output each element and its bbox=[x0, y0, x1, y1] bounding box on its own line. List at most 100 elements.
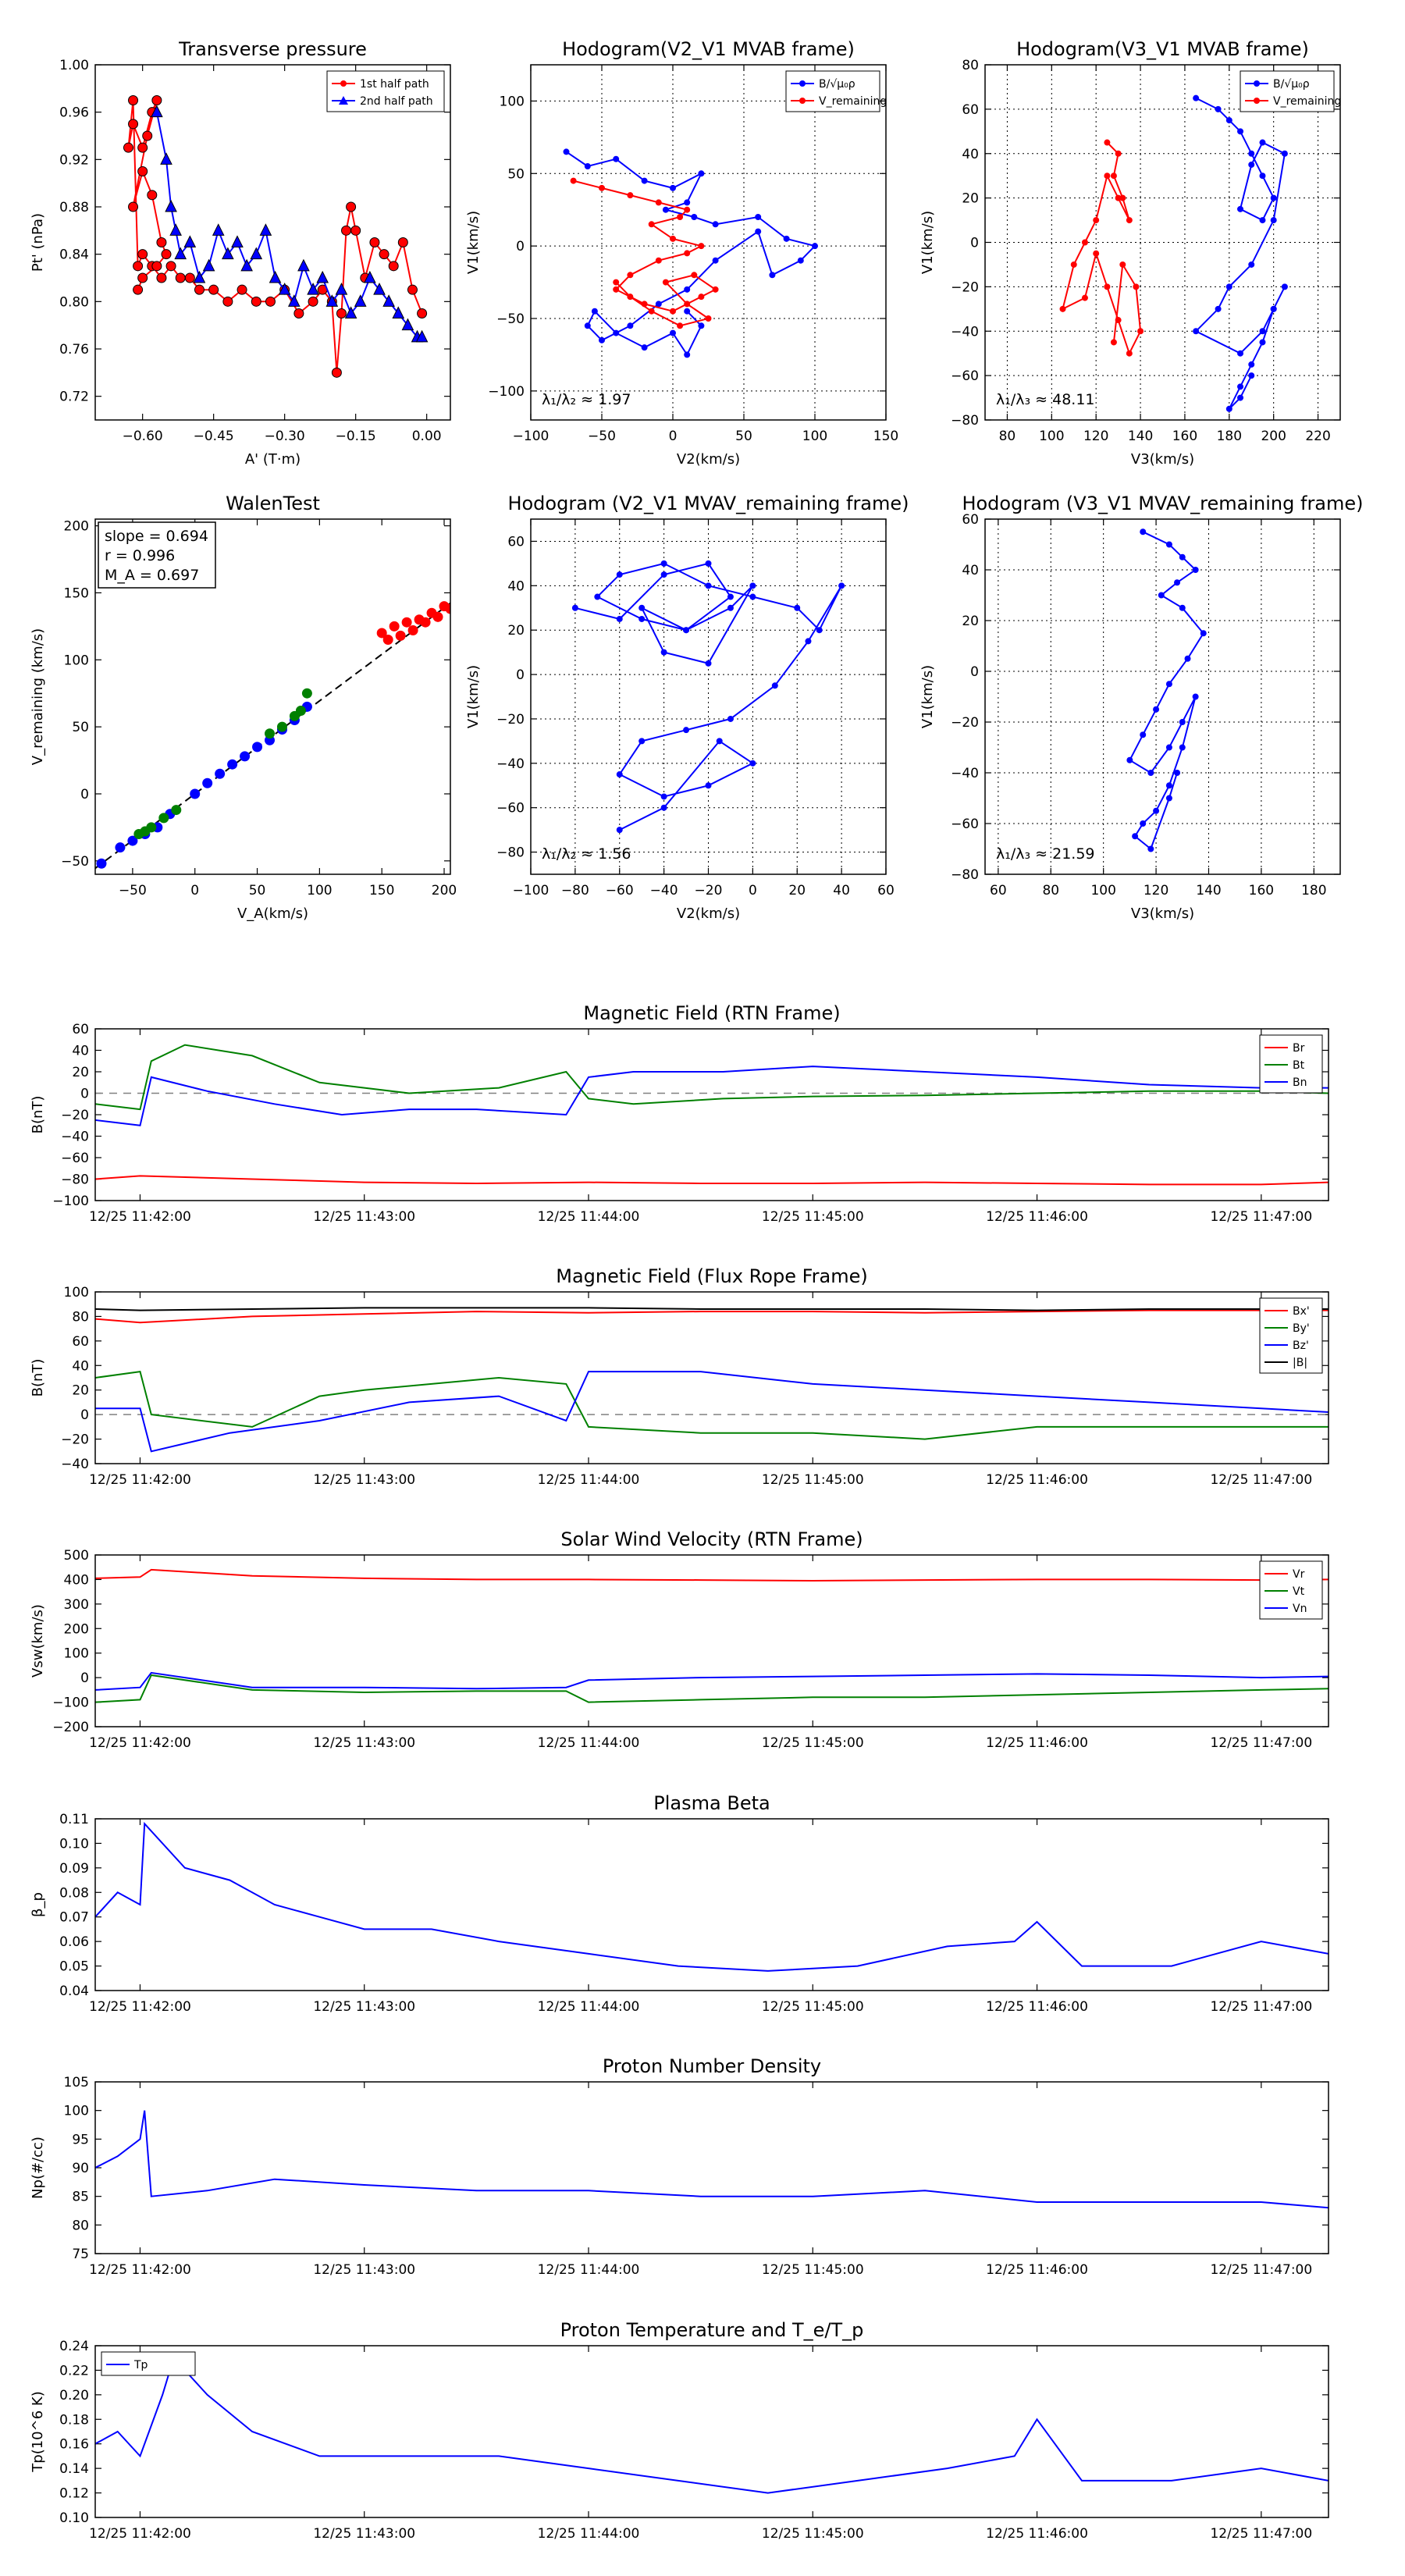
data-point bbox=[287, 294, 301, 307]
chart-title: Transverse pressure bbox=[178, 38, 367, 60]
y-tick-label: −50 bbox=[496, 311, 525, 327]
x-tick-label: −0.30 bbox=[265, 429, 305, 444]
data-point bbox=[755, 228, 762, 235]
series-line-Np bbox=[95, 2110, 1329, 2209]
data-point bbox=[613, 279, 620, 286]
legend-label: 2nd half path bbox=[360, 95, 433, 108]
data-point bbox=[293, 308, 304, 318]
x-tick-label: 12/25 11:46:00 bbox=[986, 1999, 1088, 2015]
stats-line: M_A = 0.697 bbox=[105, 567, 199, 584]
data-point bbox=[838, 582, 845, 589]
y-tick-label: 60 bbox=[962, 102, 979, 118]
legend-marker bbox=[1254, 98, 1260, 104]
series-group bbox=[571, 560, 845, 834]
legend-marker bbox=[799, 98, 806, 104]
data-point bbox=[1248, 261, 1255, 268]
data-point bbox=[156, 237, 167, 247]
data-point bbox=[184, 272, 195, 283]
plot-frame bbox=[530, 64, 887, 421]
x-tick-label: 12/25 11:46:00 bbox=[986, 1735, 1088, 1751]
data-point bbox=[202, 258, 215, 272]
data-point bbox=[1132, 833, 1139, 840]
data-point bbox=[407, 625, 418, 636]
x-tick-label: −0.60 bbox=[123, 429, 163, 444]
y-tick-label: −60 bbox=[951, 817, 979, 832]
plot-frame bbox=[94, 1028, 1329, 1201]
data-point bbox=[1137, 328, 1144, 335]
data-point bbox=[655, 257, 662, 264]
data-point bbox=[420, 617, 431, 628]
data-point bbox=[1165, 681, 1172, 688]
y-tick-label: 90 bbox=[72, 2161, 89, 2176]
data-point bbox=[1270, 305, 1277, 312]
data-point bbox=[1225, 283, 1232, 290]
y-tick-label: 60 bbox=[72, 1334, 89, 1350]
x-tick-label: 12/25 11:42:00 bbox=[89, 1472, 191, 1488]
panel-tp: Proton Temperature and T_e/T_p 12/25 11:4… bbox=[30, 2319, 1329, 2542]
data-point bbox=[397, 237, 408, 247]
y-tick-label: 0 bbox=[80, 787, 89, 802]
data-point bbox=[698, 170, 705, 177]
data-point bbox=[727, 604, 734, 611]
data-point bbox=[128, 95, 139, 105]
data-point bbox=[712, 257, 719, 264]
data-point bbox=[616, 615, 623, 622]
data-point bbox=[1081, 239, 1088, 246]
data-point bbox=[1193, 328, 1200, 335]
series-line-Vt bbox=[95, 1674, 1329, 1703]
data-point bbox=[613, 155, 620, 162]
data-point bbox=[269, 270, 282, 283]
data-point bbox=[297, 258, 310, 272]
x-tick-label: −20 bbox=[695, 883, 723, 898]
data-point bbox=[395, 630, 406, 641]
data-point bbox=[641, 301, 648, 308]
y-tick-label: 100 bbox=[64, 1646, 89, 1662]
y-tick-label: 60 bbox=[507, 534, 525, 550]
data-point bbox=[698, 322, 705, 329]
series-line-2nd half path bbox=[155, 112, 422, 338]
data-point bbox=[212, 223, 225, 236]
data-point bbox=[1237, 350, 1244, 357]
y-axis-label: Pt' (nPa) bbox=[30, 213, 46, 272]
series-group bbox=[563, 148, 818, 358]
y-tick-label: −20 bbox=[496, 712, 525, 728]
data-point bbox=[265, 728, 276, 739]
data-point bbox=[335, 283, 348, 295]
data-point bbox=[627, 272, 634, 279]
data-point bbox=[165, 199, 177, 212]
y-tick-label: 0.24 bbox=[59, 2339, 89, 2354]
data-point bbox=[755, 214, 762, 220]
x-tick-label: 12/25 11:44:00 bbox=[538, 2526, 640, 2542]
data-point bbox=[670, 308, 676, 315]
y-tick-label: 20 bbox=[72, 1383, 89, 1399]
data-point bbox=[231, 235, 244, 247]
data-point bbox=[1147, 845, 1154, 852]
x-tick-label: 12/25 11:47:00 bbox=[1210, 1999, 1312, 2015]
x-tick-label: 100 bbox=[307, 883, 332, 898]
legend-label: Vr bbox=[1293, 1568, 1305, 1581]
y-tick-label: 0.11 bbox=[59, 1812, 89, 1827]
data-point bbox=[1259, 173, 1266, 180]
data-point bbox=[1237, 383, 1244, 390]
y-tick-label: 100 bbox=[500, 94, 525, 109]
x-tick-label: 12/25 11:45:00 bbox=[762, 1209, 864, 1225]
data-point bbox=[401, 318, 414, 331]
data-point bbox=[161, 249, 172, 260]
y-tick-label: 75 bbox=[72, 2247, 89, 2262]
stats-box bbox=[98, 521, 216, 589]
data-point bbox=[1165, 744, 1172, 751]
x-tick-label: 12/25 11:42:00 bbox=[89, 2526, 191, 2542]
chart-title: Proton Number Density bbox=[603, 2055, 821, 2077]
legend-box bbox=[326, 70, 445, 112]
series-line-By' bbox=[95, 1370, 1329, 1440]
y-tick-label: −20 bbox=[951, 279, 979, 295]
plot-frame bbox=[984, 64, 1341, 421]
legend-box bbox=[785, 70, 880, 112]
plot-frame bbox=[94, 1818, 1329, 1991]
y-tick-label: −60 bbox=[496, 801, 525, 817]
data-point bbox=[771, 682, 778, 689]
x-tick-label: 0 bbox=[749, 883, 757, 898]
y-axis-label: V1(km/s) bbox=[465, 211, 482, 274]
data-point bbox=[389, 621, 400, 632]
y-tick-label: 80 bbox=[72, 1309, 89, 1325]
